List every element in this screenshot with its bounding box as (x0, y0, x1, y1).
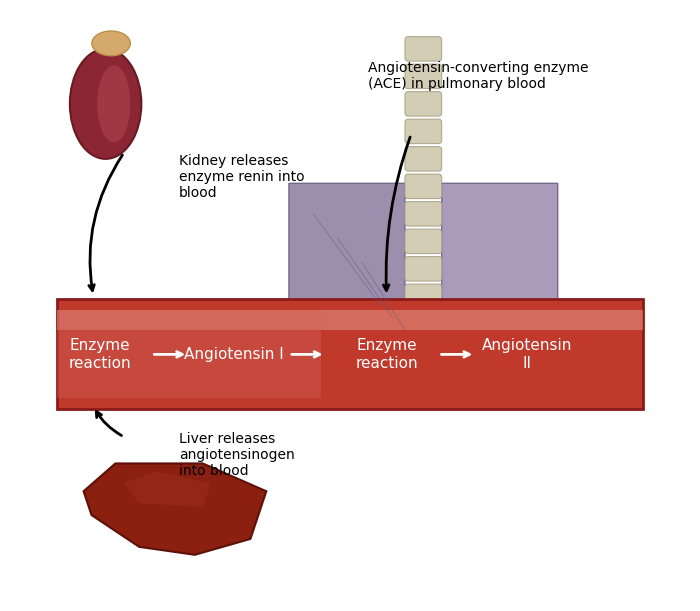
FancyBboxPatch shape (405, 257, 442, 281)
Text: Angiotensin
II: Angiotensin II (482, 338, 573, 371)
FancyBboxPatch shape (405, 147, 442, 171)
FancyBboxPatch shape (57, 310, 321, 398)
FancyBboxPatch shape (57, 299, 643, 409)
Text: Angiotensin-converting enzyme
(ACE) in pulmonary blood: Angiotensin-converting enzyme (ACE) in p… (368, 61, 589, 92)
Polygon shape (442, 183, 558, 379)
FancyBboxPatch shape (405, 229, 442, 254)
Text: Enzyme
reaction: Enzyme reaction (68, 338, 131, 371)
Text: Enzyme
reaction: Enzyme reaction (356, 338, 418, 371)
Polygon shape (289, 183, 405, 379)
Text: Liver releases
angiotensinogen
into blood: Liver releases angiotensinogen into bloo… (179, 432, 295, 478)
Polygon shape (123, 472, 211, 507)
Text: Kidney releases
enzyme renin into
blood: Kidney releases enzyme renin into blood (179, 154, 304, 200)
Ellipse shape (92, 31, 130, 56)
FancyBboxPatch shape (405, 174, 442, 199)
FancyBboxPatch shape (405, 92, 442, 116)
Polygon shape (83, 463, 266, 555)
FancyBboxPatch shape (405, 202, 442, 226)
FancyBboxPatch shape (57, 310, 643, 330)
FancyBboxPatch shape (405, 284, 442, 309)
FancyBboxPatch shape (405, 119, 442, 144)
FancyBboxPatch shape (405, 64, 442, 89)
Ellipse shape (70, 49, 141, 159)
FancyBboxPatch shape (405, 37, 442, 61)
Ellipse shape (97, 65, 130, 142)
Text: Angiotensin I: Angiotensin I (184, 347, 284, 362)
